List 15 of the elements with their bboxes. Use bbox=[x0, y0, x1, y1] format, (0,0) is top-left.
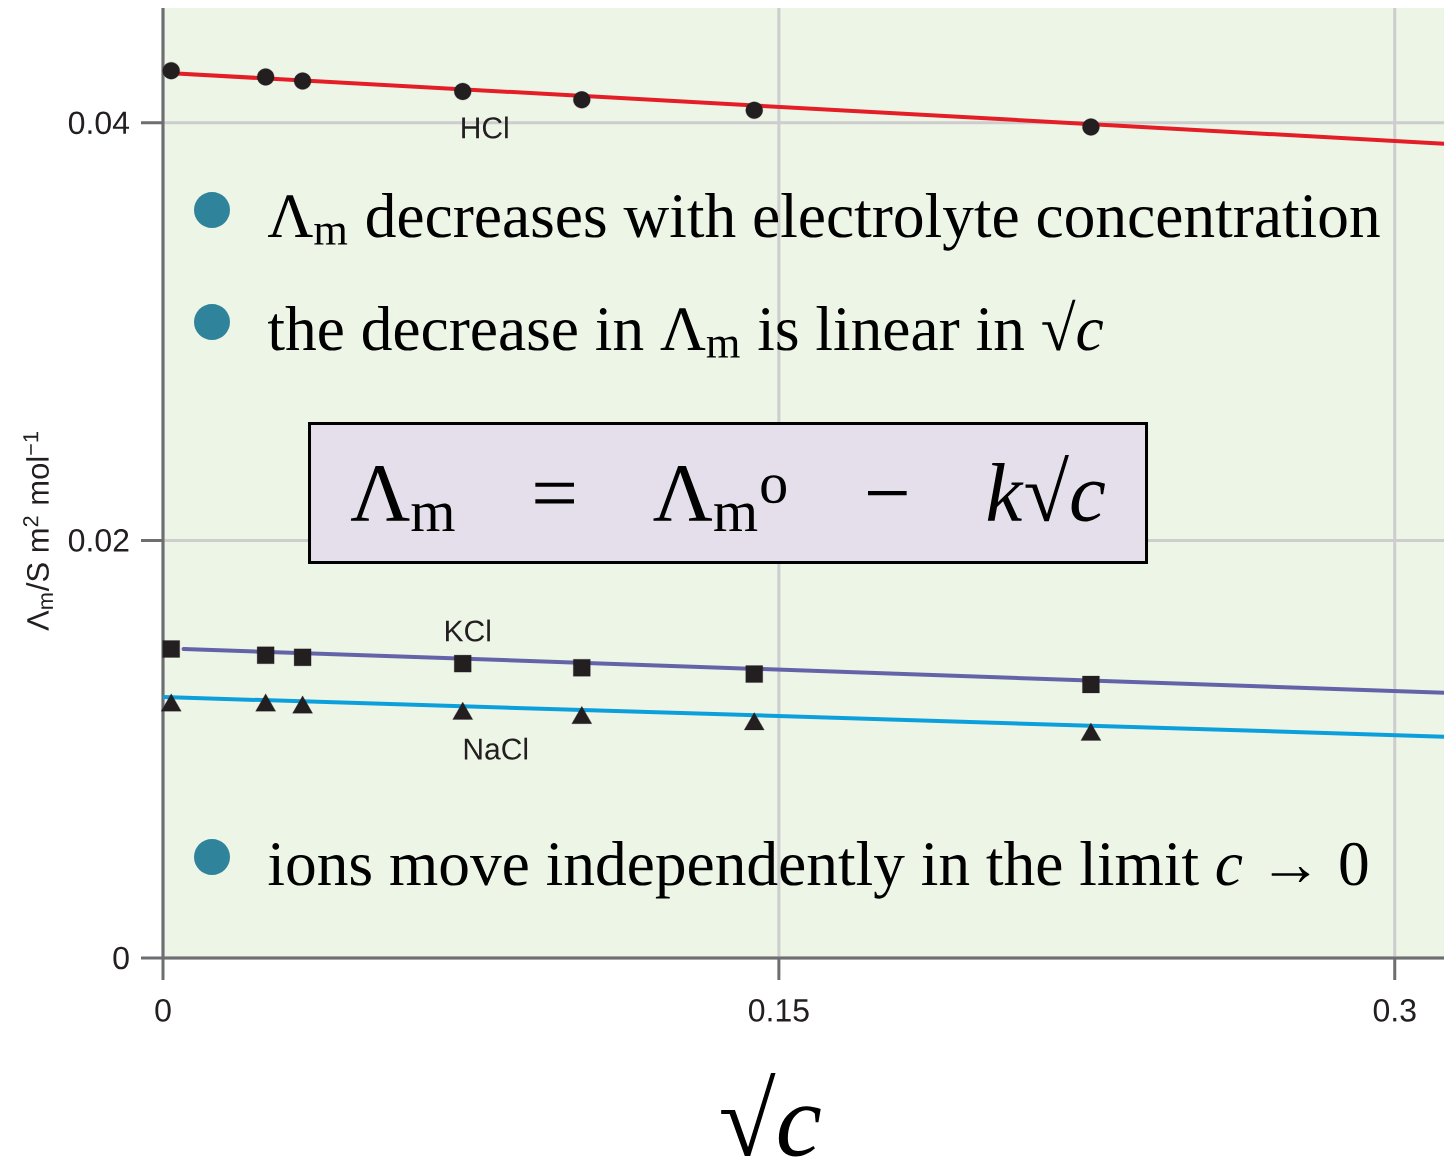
annotation: Λ$_{m}$ decreases with electrolyte concentration bbox=[268, 192, 1380, 251]
y-tick-label: 0 bbox=[113, 946, 129, 970]
x-tick-label: 0.3 bbox=[1373, 999, 1416, 1022]
annotation: ions move independently in the limit c → 0 bbox=[268, 841, 1368, 899]
x-tick-label: 0 bbox=[155, 999, 171, 1022]
series-label: HCl bbox=[462, 116, 508, 139]
series-label: NaCl bbox=[464, 737, 528, 760]
series-label: KCl bbox=[446, 619, 490, 642]
y-tick-label: 0.02 bbox=[68, 529, 129, 552]
x-tick-label: 0.15 bbox=[748, 999, 809, 1022]
y-tick-label: 0.04 bbox=[68, 111, 130, 135]
x-axis-title: √c bbox=[721, 1073, 821, 1157]
text: Λ$_{m}$ = Λ$_{m}$$^{o}$ − k√c bbox=[350, 455, 1105, 531]
y-axis-title: Λ$_{m}$/S m$^{2}$ mol$^{−1}$ bbox=[23, 432, 53, 631]
annotation: the decrease in Λ$_{m}$ is linear in √c bbox=[268, 299, 1104, 358]
